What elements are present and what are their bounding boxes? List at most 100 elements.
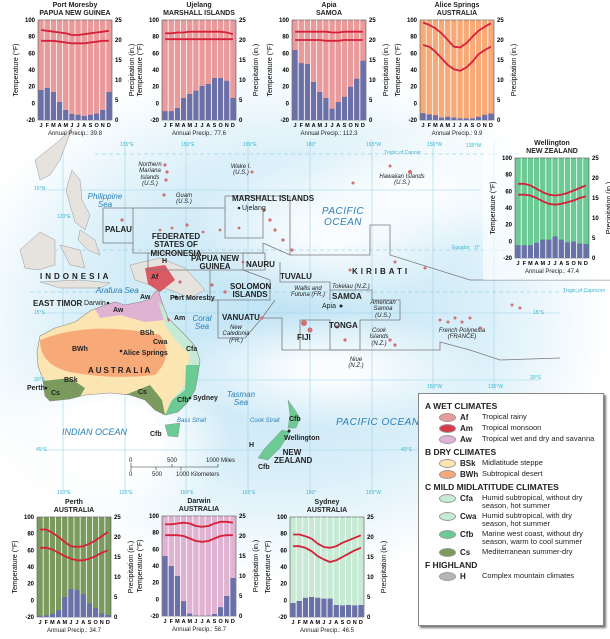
temp-tick-label: 100 [24, 515, 35, 521]
grid-label: 30°S [530, 376, 541, 381]
label-arafura-sea: Arafura Sea [96, 287, 139, 295]
precip-tick-label: 0 [369, 118, 373, 124]
month-label: F [523, 261, 527, 267]
legend-swatch [439, 548, 456, 557]
precip-bar [540, 240, 545, 258]
label-coral-sea: Coral Sea [187, 315, 217, 332]
precip-tick-label: 15 [497, 58, 504, 64]
label-tonga: TONGA [329, 322, 358, 330]
temp-tick-label: 40 [282, 68, 289, 74]
precip-bar [181, 98, 186, 120]
temp-tick-label: 80 [282, 35, 289, 41]
chart-title: Alice Springs [420, 2, 494, 10]
month-label: J [194, 619, 197, 625]
month-label: M [540, 261, 545, 267]
month-label: F [45, 620, 49, 626]
precip-tick-label: 25 [369, 18, 376, 24]
annual-precip: Annual Precip.: 112.3 [282, 131, 376, 137]
temp-axis-label: Temperature (°F) [12, 44, 20, 97]
precip-tick-label: 5 [592, 236, 596, 242]
precip-bar [427, 114, 432, 120]
month-label: F [298, 620, 302, 626]
month-label: D [584, 261, 588, 267]
precip-tick-label: 15 [115, 58, 122, 64]
label-new-zealand: NEW ZEALAND [274, 449, 310, 466]
scale-label: 500 [152, 472, 162, 478]
temp-tick-label: -20 [25, 615, 34, 621]
precip-bar [74, 590, 79, 617]
precip-bar [321, 599, 326, 617]
precip-bar [212, 614, 217, 616]
month-label: J [547, 261, 550, 267]
precip-bar [230, 578, 235, 616]
legend-swatch [439, 512, 456, 521]
month-label: O [94, 123, 99, 129]
label-tokelau: Tokelau (N.Z.) [332, 284, 370, 290]
month-label: S [89, 123, 93, 129]
temp-tick-label: 0 [156, 101, 160, 107]
precip-bar [100, 110, 105, 120]
temp-tick-label: 20 [27, 582, 34, 588]
legend-swatch [439, 413, 456, 422]
precip-bar [62, 597, 67, 617]
legend-swatch [439, 530, 456, 539]
legend-description: Marine west coast, without dry season, w… [482, 530, 597, 546]
scale-label: 500 [167, 458, 177, 464]
annual-precip: Annual Precip.: 77.6 [152, 131, 246, 137]
legend-group-title: F HIGHLAND [425, 560, 597, 570]
precip-bar [292, 50, 297, 120]
precip-axis-label: Precipitation (in.) [253, 44, 260, 97]
month-label: O [346, 620, 351, 626]
precip-bar [193, 91, 198, 120]
temp-tick-label: -20 [280, 118, 289, 124]
precip-bar [181, 601, 186, 616]
temp-tick-label: 80 [28, 35, 35, 41]
temp-axis-label: Temperature (°F) [266, 44, 274, 97]
label-cs: Cs [51, 390, 60, 397]
precip-tick-label: 15 [367, 555, 374, 561]
precip-bar [315, 598, 320, 617]
chart-title: Apia [292, 2, 366, 10]
month-label: N [225, 123, 229, 129]
precip-bar [329, 109, 334, 120]
label-american-samoa: American Samoa (U.S.) [366, 300, 400, 319]
month-label: M [51, 123, 56, 129]
legend-description: Complex mountain climates [482, 572, 574, 580]
precip-bar [303, 598, 308, 617]
month-label: M [528, 261, 533, 267]
temp-tick-label: 60 [410, 51, 417, 57]
label-cook-islands: Cook Islands (N.Z.) [368, 328, 390, 347]
precip-bar [94, 114, 99, 120]
month-label: S [341, 620, 345, 626]
label-cfa: Cfa [186, 346, 197, 353]
month-label: N [355, 123, 359, 129]
month-label: A [535, 261, 539, 267]
grid-label: 15°N [34, 187, 45, 192]
precip-tick-label: 20 [239, 534, 246, 540]
precip-bar [352, 605, 357, 617]
month-label: M [317, 123, 322, 129]
precip-bar [482, 115, 487, 120]
month-label: A [58, 123, 62, 129]
scale-label: 0 [129, 472, 132, 478]
month-label: M [187, 123, 192, 129]
legend-description: Mediterranean summer-dry [482, 548, 572, 556]
precip-bar [51, 92, 56, 120]
chart-title: Ujelang [162, 2, 236, 10]
temp-tick-label: 100 [277, 515, 288, 521]
precip-bar [515, 245, 520, 258]
temp-tick-label: 40 [28, 68, 35, 74]
label-cfb: Cfb [177, 397, 189, 404]
precip-bar [175, 576, 180, 616]
legend-code: Af [460, 413, 482, 422]
month-label: O [348, 123, 353, 129]
month-label: J [194, 123, 197, 129]
chart-subtitle: AUSTRALIA [162, 506, 236, 514]
precip-bar [577, 244, 582, 258]
precip-tick-label: 5 [369, 98, 373, 104]
